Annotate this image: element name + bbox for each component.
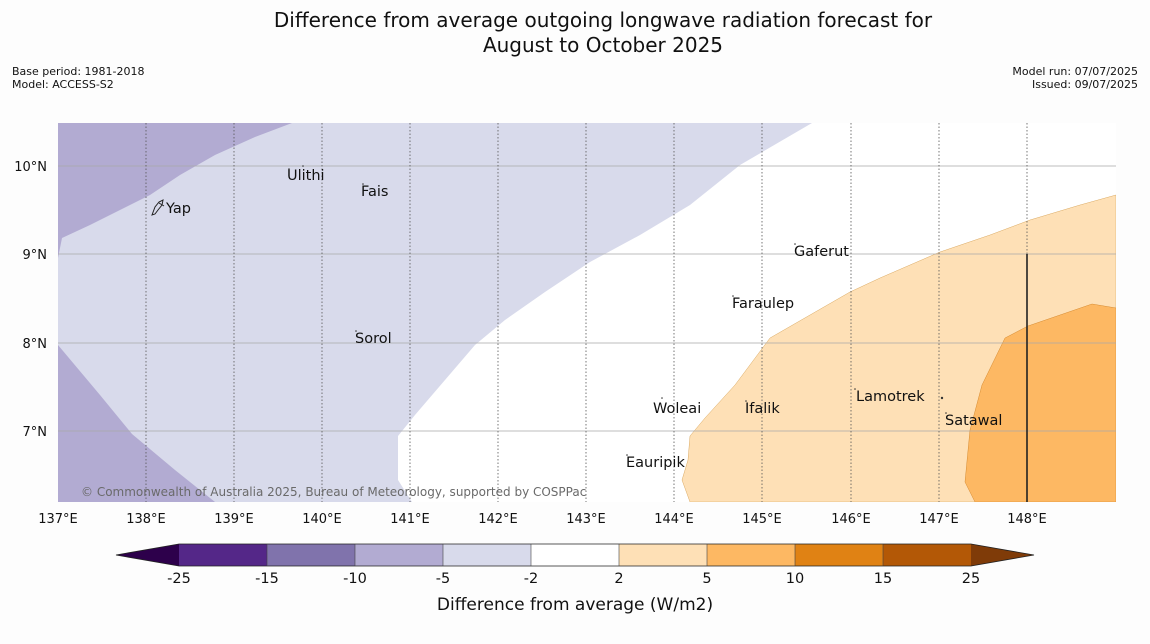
- island-marker-lamotrek: [854, 388, 856, 390]
- place-label-eauripik: Eauripik: [626, 455, 685, 471]
- island-marker-ulithi-2: [302, 165, 304, 167]
- colorbar-extend-low: [116, 544, 179, 566]
- place-label-sorol: Sorol: [355, 331, 392, 347]
- colorbar-bin-6: [619, 544, 707, 566]
- colorbar-tick-5: 5: [702, 571, 711, 587]
- colorbar-bin-4: [443, 544, 531, 566]
- colorbar-bin-8: [795, 544, 883, 566]
- map-title: Difference from average outgoing longwav…: [0, 8, 1150, 58]
- lon-tick-148e: 148°E: [1007, 512, 1047, 527]
- lon-tick-140e: 140°E: [302, 512, 342, 527]
- anomaly-region-light-purple: [58, 123, 812, 502]
- colorbar-bin-7: [707, 544, 795, 566]
- place-label-faraulep: Faraulep: [732, 296, 794, 312]
- colorbar-title: Difference from average (W/m2): [437, 595, 713, 615]
- island-marker-ulithi: [288, 168, 290, 170]
- anomaly-region-purple-top: [58, 123, 292, 258]
- place-label-woleai: Woleai: [653, 401, 701, 417]
- colorbar-bin-1: [179, 544, 267, 566]
- lon-tick-145e: 145°E: [742, 512, 782, 527]
- lon-tick-144e: 144°E: [654, 512, 694, 527]
- island-marker-ifalik: [745, 400, 747, 402]
- colorbar-tick-minus-5: -5: [436, 571, 450, 587]
- island-markers: [288, 165, 947, 456]
- island-marker-faraulep: [732, 295, 734, 297]
- lon-tick-146e: 146°E: [831, 512, 871, 527]
- map-area: Yap Ulithi Fais Gaferut Faraulep Sorol W…: [58, 123, 1116, 502]
- model-run: Model run: 07/07/2025: [1012, 65, 1138, 78]
- lon-tick-143e: 143°E: [566, 512, 606, 527]
- island-marker-gaferut: [794, 243, 796, 245]
- colorbar-bin-5: [531, 544, 619, 566]
- model-name: Model: ACCESS-S2: [12, 78, 114, 91]
- lat-tick-10n: 10°N: [14, 160, 47, 175]
- place-label-lamotrek: Lamotrek: [856, 389, 925, 405]
- lat-tick-9n: 9°N: [23, 248, 48, 263]
- colorbar-extend-high: [971, 544, 1034, 566]
- yap-island-outline: [151, 199, 165, 216]
- colorbar: -25 -15 -10 -5 -2 2 5 10 15 25 Differenc…: [115, 543, 1035, 615]
- place-label-fais: Fais: [361, 184, 388, 200]
- place-label-gaferut: Gaferut: [794, 244, 849, 260]
- place-label-ulithi: Ulithi: [287, 168, 325, 184]
- issued-date: Issued: 09/07/2025: [1031, 78, 1138, 91]
- lat-tick-7n: 7°N: [23, 425, 48, 440]
- lon-tick-138e: 138°E: [126, 512, 166, 527]
- island-marker-woleai: [661, 397, 663, 399]
- base-period-info: Base period: 1981-2018 Model: ACCESS-S2: [12, 65, 144, 91]
- title-line-2: August to October 2025: [482, 33, 724, 57]
- anomaly-region-orange: [964, 303, 1116, 502]
- island-marker-satawal: [945, 412, 947, 414]
- model-run-info: Model run: 07/07/2025 Issued: 09/07/2025: [1012, 65, 1138, 91]
- place-label-ifalik: Ifalik: [745, 401, 780, 417]
- place-label-satawal: Satawal: [945, 413, 1002, 429]
- base-period: Base period: 1981-2018: [12, 65, 145, 78]
- place-label-yap: Yap: [165, 201, 191, 217]
- credit-text: © Commonwealth of Australia 2025, Bureau…: [81, 485, 586, 499]
- latitude-ticks: 10°N 9°N 8°N 7°N: [14, 160, 47, 440]
- colorbar-outline: [115, 543, 1035, 567]
- colorbar-tick-25: 25: [962, 571, 980, 587]
- colorbar-tick-minus-25: -25: [167, 571, 191, 587]
- colorbar-tick-15: 15: [874, 571, 892, 587]
- lon-tick-147e: 147°E: [919, 512, 959, 527]
- colorbar-bin-3: [355, 544, 443, 566]
- island-marker-eauripik: [626, 454, 628, 456]
- lon-tick-137e: 137°E: [38, 512, 78, 527]
- lon-tick-141e: 141°E: [390, 512, 430, 527]
- colorbar-tick-minus-15: -15: [255, 571, 279, 587]
- island-marker-west-fayu: [940, 396, 944, 400]
- longitude-ticks: 137°E 138°E 139°E 140°E 141°E 142°E 143°…: [38, 512, 1047, 527]
- colorbar-tick-10: 10: [786, 571, 804, 587]
- lon-tick-139e: 139°E: [214, 512, 254, 527]
- colorbar-tick-2: 2: [614, 571, 623, 587]
- colorbar-tick-minus-10: -10: [343, 571, 367, 587]
- lat-tick-8n: 8°N: [23, 337, 48, 352]
- island-marker-fais: [362, 183, 364, 185]
- island-marker-sorol: [355, 330, 357, 332]
- title-line-1: Difference from average outgoing longwav…: [273, 8, 933, 32]
- colorbar-bin-9: [883, 544, 971, 566]
- colorbar-bin-2: [267, 544, 355, 566]
- colorbar-tick-minus-2: -2: [524, 571, 538, 587]
- anomaly-region-purple-bottom: [58, 345, 215, 502]
- gridlines: [58, 123, 1116, 502]
- lon-tick-142e: 142°E: [478, 512, 518, 527]
